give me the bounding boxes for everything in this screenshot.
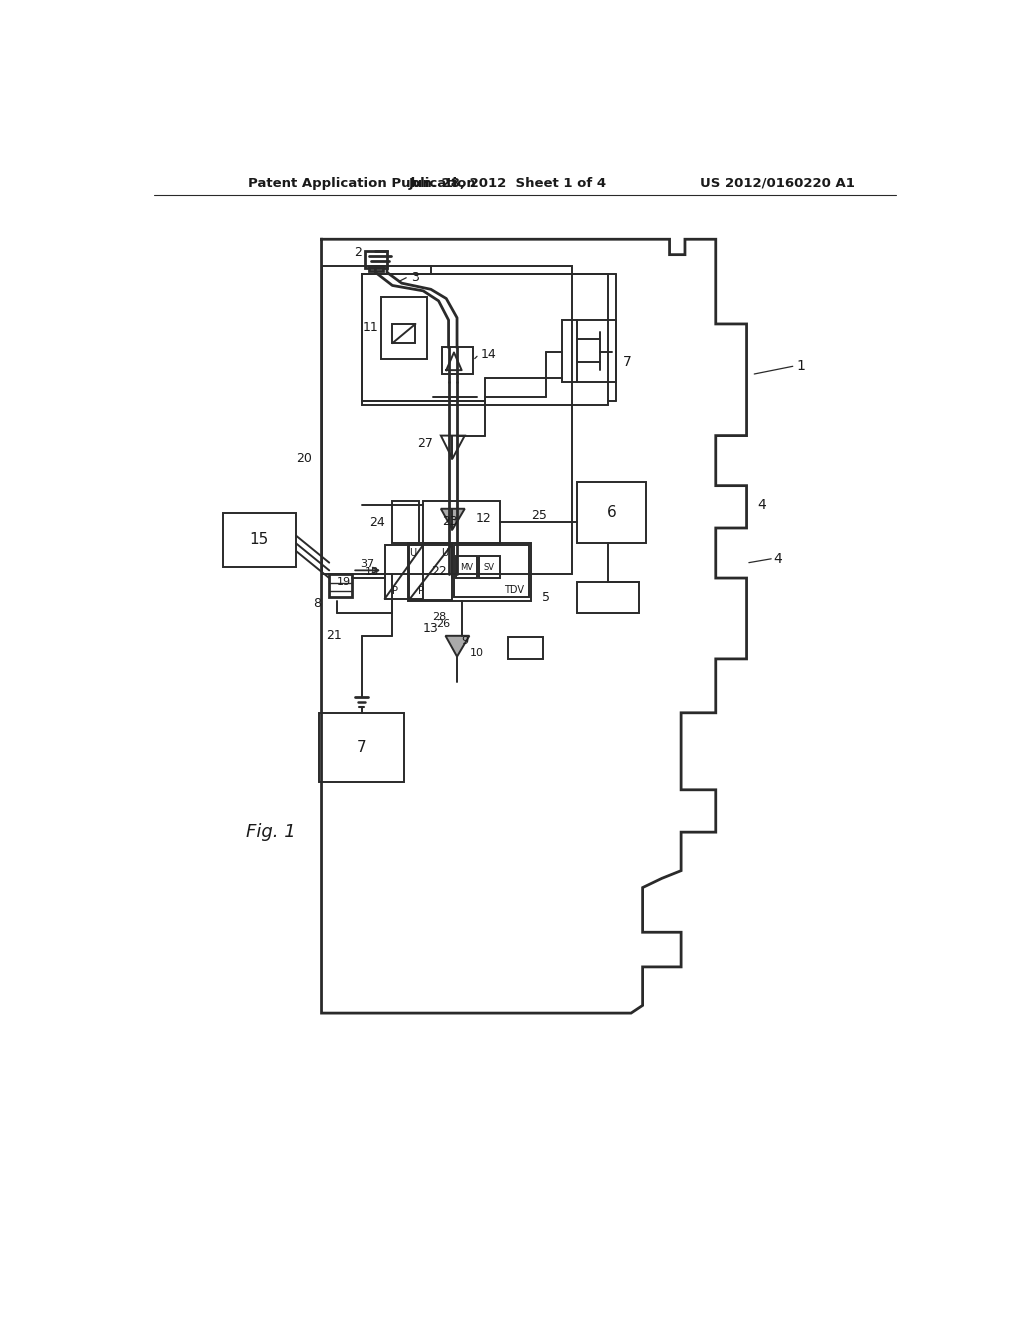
Text: 18: 18 — [366, 566, 379, 577]
Text: 25: 25 — [530, 510, 547, 523]
Bar — [385, 545, 423, 599]
Bar — [330, 574, 352, 598]
Bar — [322, 267, 571, 574]
Text: 13: 13 — [423, 622, 438, 635]
Text: 9: 9 — [462, 636, 469, 647]
Text: 10: 10 — [469, 648, 483, 657]
Text: 4: 4 — [773, 552, 781, 566]
Text: Patent Application Publication: Patent Application Publication — [248, 177, 475, 190]
Text: 22: 22 — [431, 565, 446, 578]
Polygon shape — [441, 436, 465, 459]
Bar — [223, 512, 296, 566]
Text: 21: 21 — [327, 630, 342, 643]
Bar — [478, 557, 500, 578]
Text: 15: 15 — [250, 532, 268, 546]
Text: 27: 27 — [418, 437, 433, 450]
Bar — [392, 502, 419, 544]
Bar — [578, 482, 646, 544]
Text: 23: 23 — [442, 515, 458, 528]
Text: 26: 26 — [436, 619, 451, 630]
Text: 20: 20 — [296, 453, 311, 465]
Text: US 2012/0160220 A1: US 2012/0160220 A1 — [700, 177, 855, 190]
Text: 37: 37 — [360, 560, 375, 569]
Bar — [381, 297, 427, 359]
Bar — [366, 251, 387, 268]
Bar — [578, 582, 639, 612]
Text: Fig. 1: Fig. 1 — [246, 824, 296, 841]
Text: 11: 11 — [362, 321, 379, 334]
Bar — [454, 545, 528, 598]
Text: 8: 8 — [313, 597, 322, 610]
Bar — [319, 713, 403, 781]
Text: 7: 7 — [624, 355, 632, 370]
Bar — [370, 267, 383, 271]
Text: U: U — [441, 548, 447, 557]
Text: P: P — [418, 586, 424, 597]
Text: 2: 2 — [353, 246, 361, 259]
Text: 3: 3 — [411, 271, 419, 284]
Bar — [410, 545, 452, 599]
Text: 6: 6 — [607, 506, 616, 520]
Bar — [392, 323, 416, 343]
Bar — [442, 347, 473, 374]
Text: TDV: TDV — [504, 585, 524, 594]
Text: 19: 19 — [337, 577, 351, 587]
Text: 28: 28 — [432, 611, 446, 622]
Text: 7: 7 — [356, 741, 367, 755]
Text: 12: 12 — [475, 512, 492, 525]
Text: 5: 5 — [543, 591, 550, 603]
Bar — [423, 502, 500, 544]
Text: 4: 4 — [758, 498, 766, 512]
Text: SV: SV — [484, 562, 495, 572]
Text: MV: MV — [460, 562, 473, 572]
Text: 1: 1 — [796, 359, 805, 374]
Text: 14: 14 — [481, 348, 497, 362]
Text: U: U — [410, 548, 417, 558]
Bar — [562, 321, 615, 381]
Text: 24: 24 — [369, 516, 385, 529]
Text: P: P — [392, 586, 398, 597]
Text: Jun. 28, 2012  Sheet 1 of 4: Jun. 28, 2012 Sheet 1 of 4 — [409, 177, 607, 190]
Bar — [361, 275, 608, 405]
Polygon shape — [445, 636, 469, 656]
Polygon shape — [441, 508, 465, 529]
Bar — [456, 557, 477, 578]
Bar — [408, 544, 531, 601]
Bar — [508, 638, 543, 659]
